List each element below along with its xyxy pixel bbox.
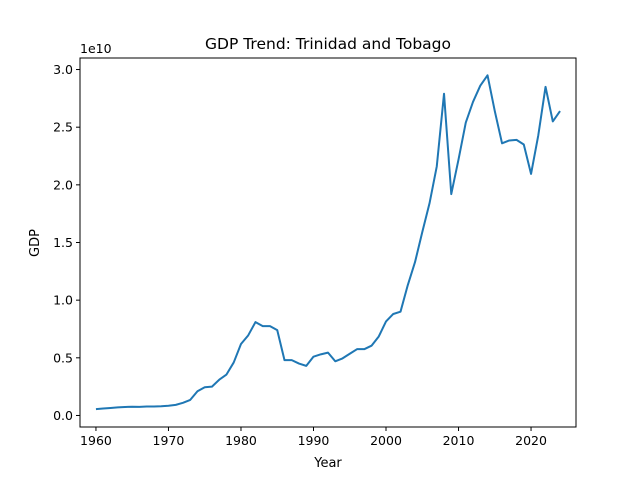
y-tick-label: 0.0 [53,408,73,423]
x-tick-label: 1980 [225,433,257,448]
x-tick-label: 1970 [153,433,185,448]
y-tick-label: 1.5 [53,235,73,250]
x-tick-label: 1990 [298,433,330,448]
y-axis-label: GDP [28,229,43,257]
y-tick-label: 2.0 [53,177,73,192]
chart-title: GDP Trend: Trinidad and Tobago [205,35,451,53]
y-tick-label: 2.5 [53,120,73,135]
y-tick-label: 1.0 [53,293,73,308]
y-axis: 0.0 0.5 1.0 1.5 2.0 2.5 3.0 [53,62,80,423]
x-tick-label: 2000 [370,433,402,448]
x-tick-label: 2010 [443,433,475,448]
x-axis: 1960 1970 1980 1990 2000 2010 2020 [80,427,547,448]
plot-frame [79,57,577,428]
x-tick-label: 2020 [515,433,547,448]
plot-area [95,74,561,411]
x-tick-label: 1960 [80,433,112,448]
y-offset-label: 1e10 [80,41,112,56]
x-axis-label: Year [313,456,342,471]
y-tick-label: 0.5 [53,350,73,365]
y-tick-label: 3.0 [53,62,73,77]
gdp-series-line [95,74,561,411]
